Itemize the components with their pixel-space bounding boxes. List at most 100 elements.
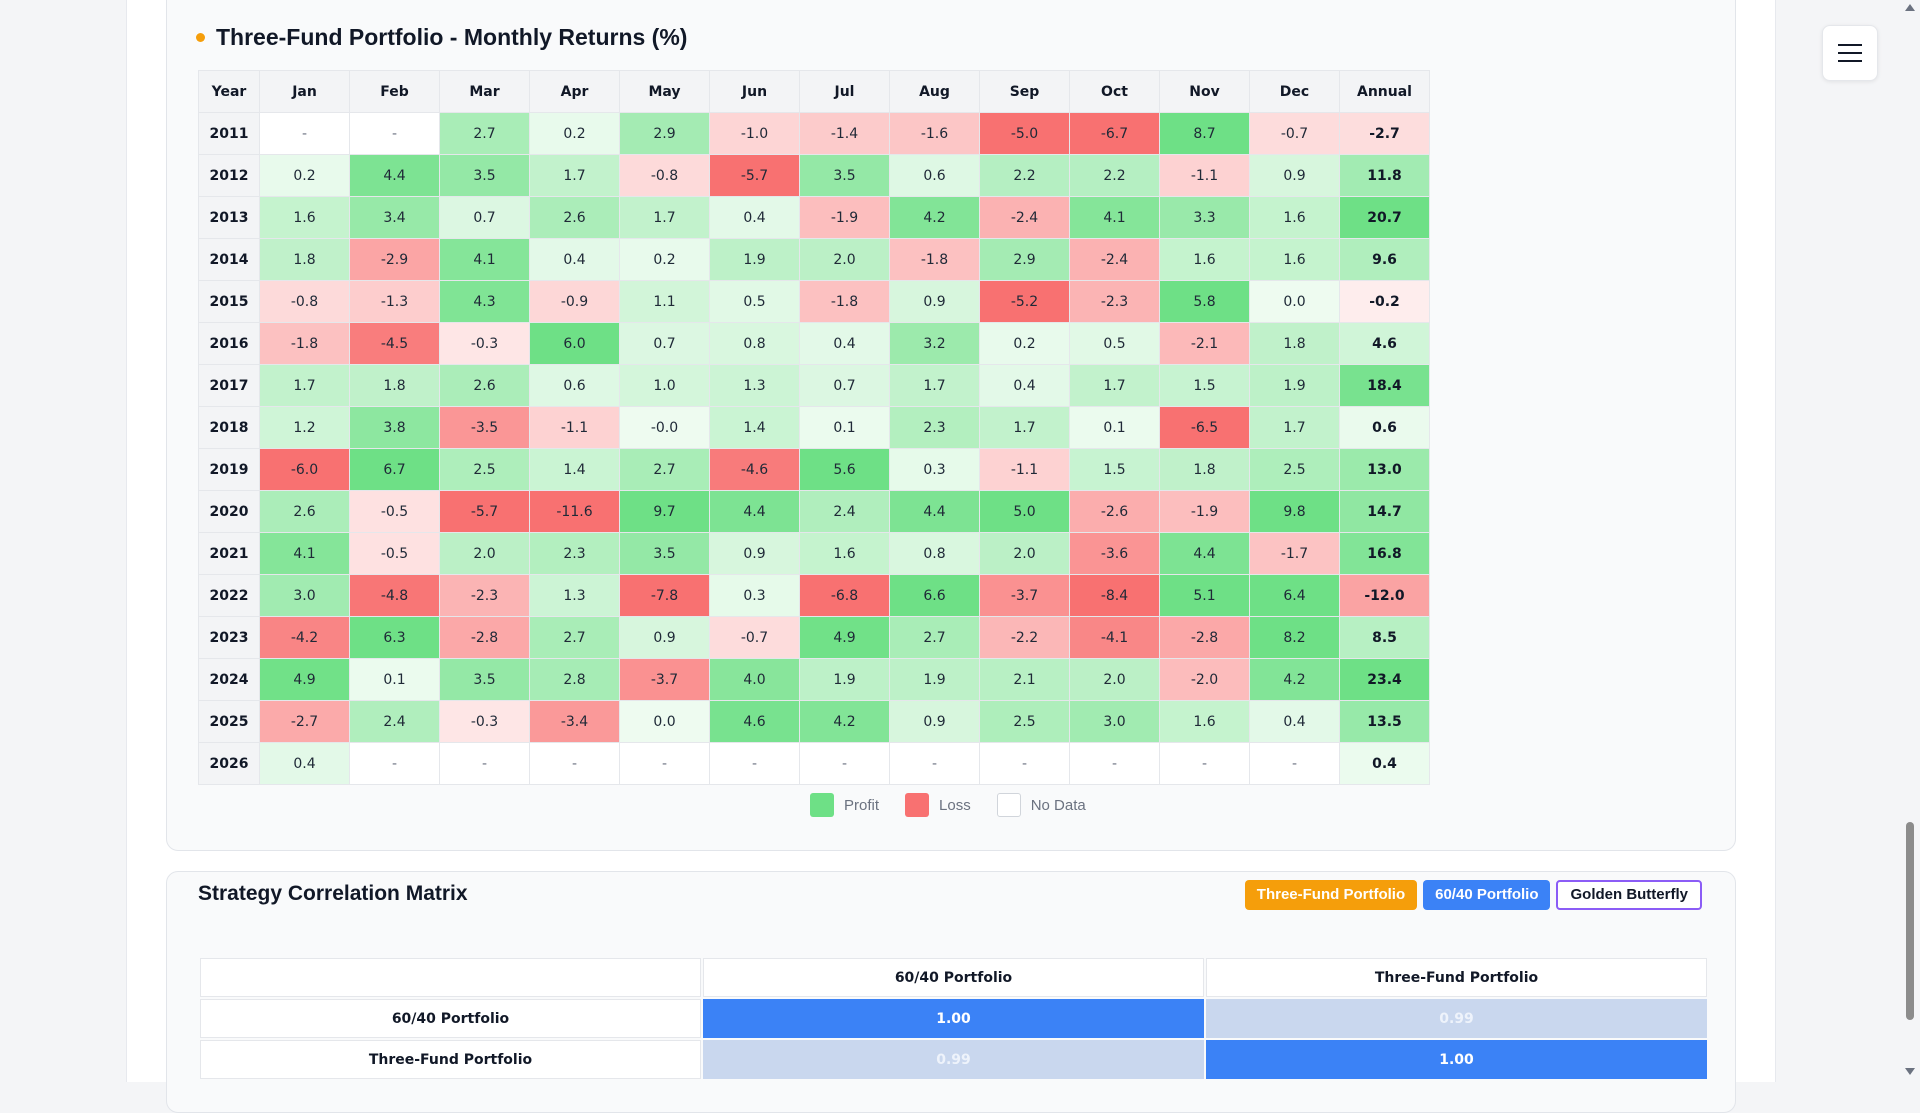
return-cell: -2.3 bbox=[1069, 280, 1160, 323]
return-cell: 2.0 bbox=[979, 532, 1070, 575]
return-cell: 2.7 bbox=[529, 616, 620, 659]
scrollbar-thumb[interactable] bbox=[1906, 822, 1914, 1020]
legend-profit-label: Profit bbox=[844, 796, 880, 814]
column-header: Annual bbox=[1339, 70, 1430, 113]
return-cell: - bbox=[1069, 742, 1160, 785]
scroll-down-arrow-icon[interactable] bbox=[1905, 1068, 1915, 1075]
strategy-tag-three-fund[interactable]: Three-Fund Portfolio bbox=[1244, 880, 1418, 910]
return-cell: 3.2 bbox=[889, 322, 980, 365]
return-cell: 1.8 bbox=[1159, 448, 1250, 491]
column-header: Sep bbox=[979, 70, 1070, 113]
return-cell: 1.4 bbox=[529, 448, 620, 491]
return-cell: 1.7 bbox=[889, 364, 980, 407]
return-cell: 0.5 bbox=[709, 280, 800, 323]
year-cell: 2014 bbox=[198, 238, 260, 281]
return-cell: -1.1 bbox=[1159, 154, 1250, 197]
correlation-row: 60/40 Portfolio 1.00 0.99 bbox=[200, 999, 1707, 1038]
return-cell: - bbox=[529, 742, 620, 785]
return-cell: 0.5 bbox=[1069, 322, 1160, 365]
return-cell: 0.7 bbox=[439, 196, 530, 239]
return-cell: - bbox=[979, 742, 1070, 785]
return-cell: 0.2 bbox=[259, 154, 350, 197]
strategy-tag-golden-butterfly[interactable]: Golden Butterfly bbox=[1556, 880, 1702, 910]
strategy-tag-60-40[interactable]: 60/40 Portfolio bbox=[1423, 880, 1551, 910]
return-cell: 0.1 bbox=[799, 406, 890, 449]
return-cell: 2.7 bbox=[619, 448, 710, 491]
return-cell: 4.9 bbox=[259, 658, 350, 701]
return-cell: 4.2 bbox=[799, 700, 890, 743]
return-cell: 2.9 bbox=[619, 112, 710, 155]
return-cell: 4.0 bbox=[709, 658, 800, 701]
column-header: Dec bbox=[1249, 70, 1340, 113]
annual-cell: 16.8 bbox=[1339, 532, 1430, 575]
return-cell: 0.7 bbox=[619, 322, 710, 365]
return-cell: 3.3 bbox=[1159, 196, 1250, 239]
return-cell: -7.8 bbox=[619, 574, 710, 617]
profit-swatch-icon bbox=[810, 793, 834, 817]
return-cell: -5.0 bbox=[979, 112, 1070, 155]
return-cell: -2.8 bbox=[1159, 616, 1250, 659]
return-cell: 0.2 bbox=[619, 238, 710, 281]
table-row: 2015 -0.8 -1.3 4.3 -0.9 1.1 0.5 -1.8 0.9 -5.2 -2.3… bbox=[198, 280, 1430, 323]
scroll-up-arrow-icon[interactable] bbox=[1905, 4, 1915, 11]
year-cell: 2025 bbox=[198, 700, 260, 743]
return-cell: 6.6 bbox=[889, 574, 980, 617]
return-cell: 1.6 bbox=[1249, 196, 1340, 239]
return-cell: 4.3 bbox=[439, 280, 530, 323]
menu-button[interactable] bbox=[1822, 25, 1878, 81]
return-cell: - bbox=[1249, 742, 1340, 785]
return-cell: 0.9 bbox=[619, 616, 710, 659]
return-cell: -1.6 bbox=[889, 112, 980, 155]
return-cell: 1.6 bbox=[259, 196, 350, 239]
return-cell: -11.6 bbox=[529, 490, 620, 533]
annual-cell: 20.7 bbox=[1339, 196, 1430, 239]
year-cell: 2011 bbox=[198, 112, 260, 155]
annual-cell: 9.6 bbox=[1339, 238, 1430, 281]
return-cell: 2.3 bbox=[889, 406, 980, 449]
return-cell: -5.2 bbox=[979, 280, 1070, 323]
return-cell: -0.3 bbox=[439, 700, 530, 743]
annual-cell: -2.7 bbox=[1339, 112, 1430, 155]
return-cell: 2.4 bbox=[799, 490, 890, 533]
row-header: 60/40 Portfolio bbox=[200, 999, 701, 1038]
return-cell: -2.3 bbox=[439, 574, 530, 617]
legend-loss: Loss bbox=[905, 793, 971, 817]
return-cell: -4.6 bbox=[709, 448, 800, 491]
legend-profit: Profit bbox=[810, 793, 879, 817]
return-cell: 0.9 bbox=[889, 280, 980, 323]
return-cell: - bbox=[1159, 742, 1250, 785]
return-cell: 2.6 bbox=[529, 196, 620, 239]
year-cell: 2021 bbox=[198, 532, 260, 575]
return-cell: -2.7 bbox=[259, 700, 350, 743]
return-cell: 0.4 bbox=[709, 196, 800, 239]
page-scrollbar[interactable] bbox=[1900, 0, 1920, 1080]
return-cell: -4.1 bbox=[1069, 616, 1160, 659]
row-header: Three-Fund Portfolio bbox=[200, 1040, 701, 1079]
return-cell: -2.1 bbox=[1159, 322, 1250, 365]
return-cell: 0.8 bbox=[709, 322, 800, 365]
return-cell: 1.4 bbox=[709, 406, 800, 449]
return-cell: 0.0 bbox=[1249, 280, 1340, 323]
corner-cell bbox=[200, 958, 701, 997]
return-cell: -1.9 bbox=[1159, 490, 1250, 533]
return-cell: 5.8 bbox=[1159, 280, 1250, 323]
return-cell: 5.6 bbox=[799, 448, 890, 491]
column-header: Three-Fund Portfolio bbox=[1206, 958, 1707, 997]
year-cell: 2024 bbox=[198, 658, 260, 701]
return-cell: 4.1 bbox=[1069, 196, 1160, 239]
return-cell: 0.1 bbox=[1069, 406, 1160, 449]
table-row: 2014 1.8 -2.9 4.1 0.4 0.2 1.9 2.0 -1.8 2.9 -2.4 1.6… bbox=[198, 238, 1430, 281]
table-row: 2011- -2.7 0.2 2.9 -1.0 -1.4 -1.6 -5.0 -6.7 8.7 -0… bbox=[198, 112, 1430, 155]
year-cell: 2012 bbox=[198, 154, 260, 197]
table-row: 2021 4.1 -0.5 2.0 2.3 3.5 0.9 1.6 0.8 2.0 -3.6 4.4-… bbox=[198, 532, 1430, 575]
table-row: 2019 -6.0 6.7 2.5 1.4 2.7 -4.6 5.6 0.3 -1.1 1.5 1.8… bbox=[198, 448, 1430, 491]
return-cell: -0.3 bbox=[439, 322, 530, 365]
return-cell: 0.2 bbox=[529, 112, 620, 155]
return-cell: 1.9 bbox=[1249, 364, 1340, 407]
return-cell: 1.7 bbox=[619, 196, 710, 239]
year-cell: 2016 bbox=[198, 322, 260, 365]
annual-cell: 23.4 bbox=[1339, 658, 1430, 701]
return-cell: 3.5 bbox=[439, 154, 530, 197]
nodata-swatch-icon bbox=[996, 793, 1021, 817]
table-row: 2022 3.0 -4.8 -2.3 1.3 -7.8 0.3 -6.8 6.6 -3.7 -8.4… bbox=[198, 574, 1430, 617]
